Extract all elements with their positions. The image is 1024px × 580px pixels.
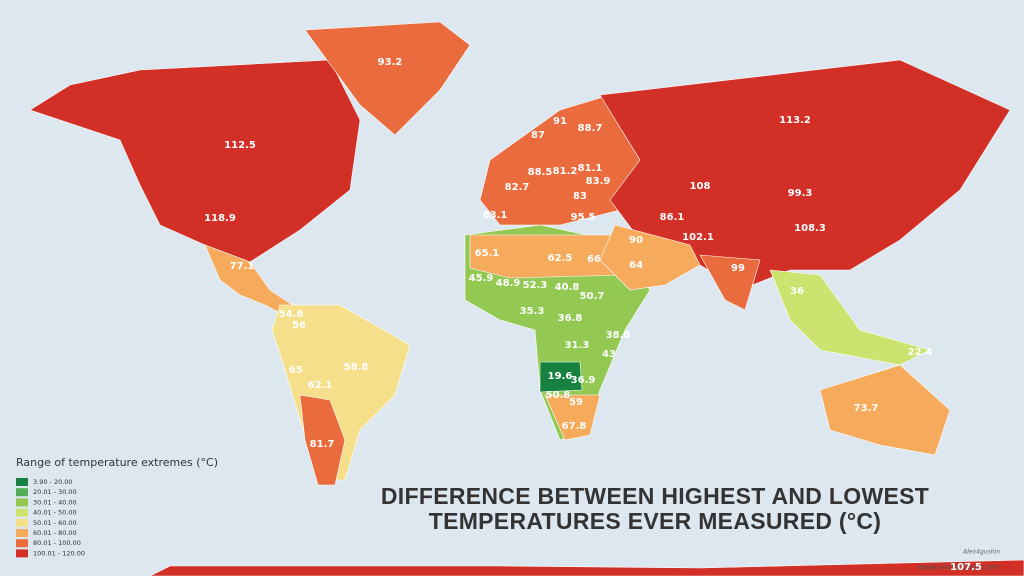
legend-label: 20.01 - 30.00: [33, 488, 77, 496]
map-value-label: 50.8: [546, 390, 571, 401]
map-value-label: 52.3: [523, 280, 548, 291]
map-value-label: 58.8: [344, 362, 369, 373]
map-value-label: 56: [292, 320, 306, 331]
credit: Alex4gushin: [962, 549, 1000, 556]
map-value-label: 81.7: [310, 439, 335, 450]
legend-swatch: [16, 539, 28, 548]
map-value-label: 62.5: [548, 253, 573, 264]
map-value-label: 31.3: [565, 340, 590, 351]
map-value-label: 35.3: [520, 306, 545, 317]
map-value-label: 99: [731, 263, 745, 274]
map-value-label: 65: [289, 365, 303, 376]
map-value-label: 81.1: [578, 163, 603, 174]
map-value-label: 59: [569, 397, 583, 408]
map-value-label: 86.1: [660, 212, 685, 223]
legend-swatch: [16, 508, 28, 517]
map-value-label: 40.8: [555, 282, 580, 293]
credit: www.vividmaps.com: [918, 563, 1000, 572]
map-value-label: 19.6: [548, 371, 573, 382]
legend-swatch: [16, 488, 28, 497]
legend-label: 60.01 - 80.00: [33, 529, 77, 537]
legend-swatch: [16, 549, 28, 558]
legend-label: 80.01 - 100.00: [33, 539, 81, 547]
title: DIFFERENCE BETWEEN HIGHEST AND LOWEST: [381, 483, 929, 509]
map-value-label: 90: [629, 235, 643, 246]
map-value-label: 107.5: [950, 562, 982, 573]
map-value-label: 108.3: [794, 223, 826, 234]
map-value-label: 91: [553, 116, 567, 127]
map-value-label: 81.2: [553, 166, 578, 177]
title: TEMPERATURES EVER MEASURED (°C): [429, 508, 882, 534]
map-value-label: 48.9: [496, 278, 521, 289]
map-value-label: 113.2: [779, 115, 811, 126]
map-value-label: 50.7: [580, 291, 605, 302]
map-value-label: 95.5: [571, 212, 596, 223]
map-value-label: 88.5: [528, 167, 553, 178]
map-value-label: 93.2: [378, 57, 403, 68]
map-value-label: 83.9: [586, 176, 611, 187]
legend-label: 50.01 - 60.00: [33, 519, 77, 527]
map-value-label: 112.5: [224, 140, 256, 151]
map-value-label: 36.9: [571, 375, 596, 386]
legend-swatch: [16, 518, 28, 527]
map-value-label: 43: [602, 349, 616, 360]
map-value-label: 22.4: [908, 347, 933, 358]
map-value-label: 73.7: [854, 403, 879, 414]
map-value-label: 64: [629, 260, 643, 271]
map-value-label: 36.8: [558, 313, 583, 324]
map-value-label: 118.9: [204, 213, 236, 224]
map-value-label: 36: [790, 286, 804, 297]
map-value-label: 67.8: [562, 421, 587, 432]
legend-title: Range of temperature extremes (°C): [16, 456, 218, 469]
legend-label: 30.01 - 40.00: [33, 498, 77, 506]
map-value-label: 82.7: [505, 182, 530, 193]
map-value-label: 83: [573, 191, 587, 202]
map-value-label: 88.7: [578, 123, 603, 134]
map-value-label: 66: [587, 254, 601, 265]
map-value-label: 83.1: [483, 210, 508, 221]
land: [29, 21, 1024, 577]
map-value-label: 45.9: [469, 273, 494, 284]
legend-swatch: [16, 478, 28, 486]
legend-label: 3.90 - 20.00: [33, 478, 73, 486]
legend-swatch: [16, 498, 28, 507]
map-value-label: 65.1: [475, 248, 500, 259]
map-value-label: 87: [531, 130, 545, 141]
map-value-label: 102.1: [682, 232, 714, 243]
map-value-label: 62.1: [308, 380, 333, 391]
map-value-label: 108: [690, 181, 711, 192]
map-value-label: 77.1: [230, 261, 255, 272]
map-value-label: 38.8: [606, 330, 631, 341]
map-value-label: 99.3: [788, 188, 813, 199]
legend-label: 40.01 - 50.00: [33, 509, 77, 517]
map-value-label: 54.6: [279, 309, 304, 320]
legend-swatch: [16, 529, 28, 537]
legend-label: 100.01 - 120.00: [33, 549, 85, 557]
